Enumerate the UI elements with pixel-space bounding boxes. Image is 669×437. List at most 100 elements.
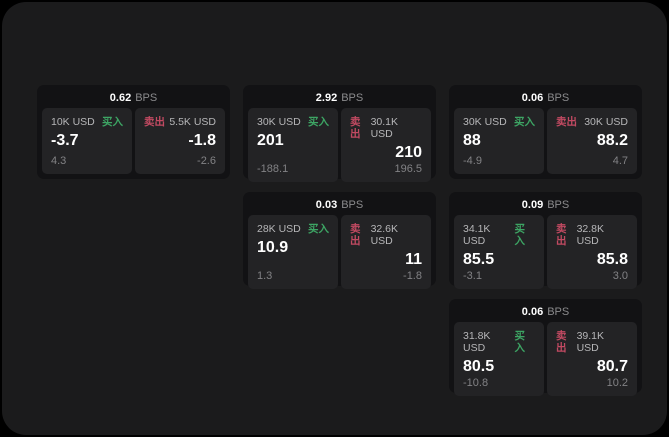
sell-price: 88.2 bbox=[596, 132, 628, 149]
buy-price: 10.9 bbox=[257, 239, 289, 256]
buy-side-label: 买入 bbox=[308, 223, 329, 235]
bps-value: 2.92 bbox=[315, 92, 338, 104]
quote-card-grid: 0.62 BPS 10K USD 买入 -3.7 4.3 卖出 5.5K USD bbox=[37, 85, 642, 396]
buy-size: 31.8K USD bbox=[463, 330, 491, 354]
buy-quote-panel[interactable]: 31.8K USD 买入 80.5 -10.8 bbox=[454, 322, 544, 396]
quote-card: 0.06 BPS 31.8K USD 买入 80.5 -10.8 卖出 39.1… bbox=[449, 299, 642, 396]
bps-value: 0.06 bbox=[521, 306, 544, 318]
buy-size: 28K USD bbox=[257, 223, 301, 235]
buy-quote-panel[interactable]: 28K USD 买入 10.9 1.3 bbox=[248, 215, 338, 289]
sell-panel-header: 卖出 30K USD bbox=[556, 116, 628, 128]
sell-quote-panel[interactable]: 卖出 30.1K USD 210 196.5 bbox=[341, 108, 431, 182]
sell-side-label: 卖出 bbox=[556, 116, 577, 128]
sell-price: 85.8 bbox=[596, 251, 628, 268]
buy-panel-header: 28K USD 买入 bbox=[257, 223, 329, 235]
sell-side-label: 卖出 bbox=[556, 330, 567, 354]
sell-panel-header: 卖出 30.1K USD bbox=[350, 116, 422, 140]
buy-size: 30K USD bbox=[463, 116, 507, 128]
bps-header: 2.92 BPS bbox=[243, 85, 436, 108]
bps-header: 0.62 BPS bbox=[37, 85, 230, 108]
sell-quote-panel[interactable]: 卖出 32.8K USD 85.8 3.0 bbox=[547, 215, 637, 289]
buy-sub-value: -3.1 bbox=[463, 270, 482, 282]
sell-size: 39.1K USD bbox=[576, 330, 605, 354]
bps-unit-label: BPS bbox=[547, 306, 570, 318]
quote-card: 0.62 BPS 10K USD 买入 -3.7 4.3 卖出 5.5K USD bbox=[37, 85, 230, 179]
sell-quote-panel[interactable]: 卖出 39.1K USD 80.7 10.2 bbox=[547, 322, 637, 396]
buy-size: 34.1K USD bbox=[463, 223, 491, 247]
sell-side-label: 卖出 bbox=[350, 116, 361, 140]
quote-panels: 30K USD 买入 88 -4.9 卖出 30K USD 88.2 4.7 bbox=[454, 108, 637, 174]
buy-side-label: 买入 bbox=[514, 330, 525, 354]
sell-side-label: 卖出 bbox=[144, 116, 165, 128]
buy-quote-panel[interactable]: 34.1K USD 买入 85.5 -3.1 bbox=[454, 215, 544, 289]
sell-size: 30.1K USD bbox=[370, 116, 399, 140]
quote-card: 0.06 BPS 30K USD 买入 88 -4.9 卖出 30K USD bbox=[449, 85, 642, 179]
sell-price: 11 bbox=[405, 251, 422, 268]
buy-size: 30K USD bbox=[257, 116, 301, 128]
buy-sub-value: 1.3 bbox=[257, 270, 273, 282]
buy-sub-value: -10.8 bbox=[463, 377, 489, 389]
buy-price: 85.5 bbox=[463, 251, 495, 268]
buy-panel-header: 10K USD 买入 bbox=[51, 116, 123, 128]
buy-panel-header: 30K USD 买入 bbox=[463, 116, 535, 128]
quote-panels: 31.8K USD 买入 80.5 -10.8 卖出 39.1K USD 80.… bbox=[454, 322, 637, 396]
bps-value: 0.06 bbox=[521, 92, 544, 104]
bps-unit-label: BPS bbox=[135, 92, 158, 104]
sell-quote-panel[interactable]: 卖出 32.6K USD 11 -1.8 bbox=[341, 215, 431, 289]
buy-sub-value: -4.9 bbox=[463, 155, 482, 167]
sell-size: 5.5K USD bbox=[169, 116, 216, 128]
bps-header: 0.03 BPS bbox=[243, 192, 436, 215]
bps-value: 0.03 bbox=[315, 199, 338, 211]
bps-unit-label: BPS bbox=[547, 92, 570, 104]
quote-panels: 34.1K USD 买入 85.5 -3.1 卖出 32.8K USD 85.8… bbox=[454, 215, 637, 289]
buy-price: 201 bbox=[257, 132, 284, 149]
quote-card: 2.92 BPS 30K USD 买入 201 -188.1 卖出 30.1K … bbox=[243, 85, 436, 182]
sell-price: -1.8 bbox=[188, 132, 216, 149]
sell-sub-value: 3.0 bbox=[612, 270, 628, 282]
sell-side-label: 卖出 bbox=[556, 223, 567, 247]
sell-sub-value: -1.8 bbox=[403, 270, 422, 282]
sell-side-label: 卖出 bbox=[350, 223, 361, 247]
buy-sub-value: -188.1 bbox=[257, 163, 289, 175]
buy-panel-header: 34.1K USD 买入 bbox=[463, 223, 535, 247]
bps-unit-label: BPS bbox=[547, 199, 570, 211]
buy-side-label: 买入 bbox=[514, 223, 525, 247]
sell-sub-value: 4.7 bbox=[612, 155, 628, 167]
sell-panel-header: 卖出 39.1K USD bbox=[556, 330, 628, 354]
sell-quote-panel[interactable]: 卖出 5.5K USD -1.8 -2.6 bbox=[135, 108, 225, 174]
sell-panel-header: 卖出 32.6K USD bbox=[350, 223, 422, 247]
bps-header: 0.09 BPS bbox=[449, 192, 642, 215]
bps-unit-label: BPS bbox=[341, 92, 364, 104]
buy-quote-panel[interactable]: 30K USD 买入 88 -4.9 bbox=[454, 108, 544, 174]
bps-value: 0.62 bbox=[109, 92, 132, 104]
sell-sub-value: -2.6 bbox=[197, 155, 216, 167]
buy-price: 80.5 bbox=[463, 358, 495, 375]
quote-panels: 10K USD 买入 -3.7 4.3 卖出 5.5K USD -1.8 -2.… bbox=[42, 108, 225, 174]
sell-price: 210 bbox=[395, 144, 422, 161]
buy-quote-panel[interactable]: 10K USD 买入 -3.7 4.3 bbox=[42, 108, 132, 174]
sell-size: 32.8K USD bbox=[576, 223, 605, 247]
bps-unit-label: BPS bbox=[341, 199, 364, 211]
sell-panel-header: 卖出 5.5K USD bbox=[144, 116, 216, 128]
sell-quote-panel[interactable]: 卖出 30K USD 88.2 4.7 bbox=[547, 108, 637, 174]
buy-quote-panel[interactable]: 30K USD 买入 201 -188.1 bbox=[248, 108, 338, 182]
buy-price: 88 bbox=[463, 132, 481, 149]
sell-price: 80.7 bbox=[596, 358, 628, 375]
buy-price: -3.7 bbox=[51, 132, 79, 149]
quote-panels: 28K USD 买入 10.9 1.3 卖出 32.6K USD 11 -1.8 bbox=[248, 215, 431, 289]
sell-sub-value: 196.5 bbox=[394, 163, 422, 175]
bps-header: 0.06 BPS bbox=[449, 85, 642, 108]
quote-panels: 30K USD 买入 201 -188.1 卖出 30.1K USD 210 1… bbox=[248, 108, 431, 182]
bps-header: 0.06 BPS bbox=[449, 299, 642, 322]
buy-side-label: 买入 bbox=[102, 116, 123, 128]
buy-sub-value: 4.3 bbox=[51, 155, 67, 167]
quote-card: 0.03 BPS 28K USD 买入 10.9 1.3 卖出 32.6K US… bbox=[243, 192, 436, 289]
buy-panel-header: 31.8K USD 买入 bbox=[463, 330, 535, 354]
sell-sub-value: 10.2 bbox=[606, 377, 628, 389]
quote-card: 0.09 BPS 34.1K USD 买入 85.5 -3.1 卖出 32.8K… bbox=[449, 192, 642, 289]
bps-value: 0.09 bbox=[521, 199, 544, 211]
buy-panel-header: 30K USD 买入 bbox=[257, 116, 329, 128]
buy-side-label: 买入 bbox=[308, 116, 329, 128]
buy-side-label: 买入 bbox=[514, 116, 535, 128]
